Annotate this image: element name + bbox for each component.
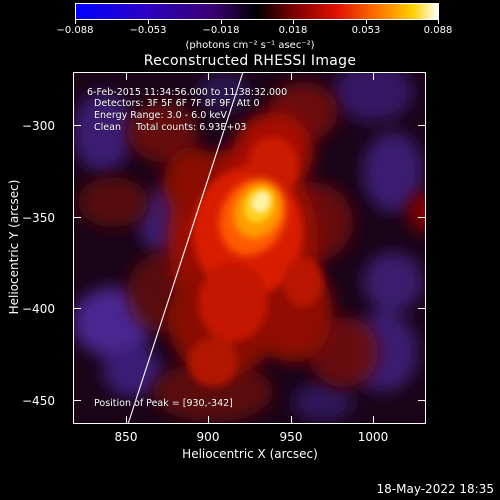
info-clean-counts: Clean Total counts: 6.93E+03 [94, 122, 247, 133]
x-tick-label: 900 [196, 430, 220, 444]
rhessi-image [73, 72, 426, 424]
colorbar-tick-label: −0.018 [202, 25, 240, 36]
info-energy-range: Energy Range: 3.0 - 6.0 keV [94, 110, 227, 121]
y-tick-label: −350 [22, 211, 55, 225]
y-tick-label: −300 [22, 119, 55, 133]
solar-limb-line [127, 72, 244, 424]
colorbar-tick-label: 0.088 [423, 25, 453, 36]
info-peak-position: Position of Peak = [930,-342] [94, 398, 233, 409]
plot-title: Reconstructed RHESSI Image [143, 53, 357, 69]
colorbar-units: (photons cm⁻² s⁻¹ asec⁻²) [185, 40, 315, 51]
colorbar [75, 3, 439, 20]
colorbar-tick-label: −0.053 [129, 25, 167, 36]
info-detectors: Detectors: 3F 5F 6F 7F 8F 9F, Att 0 [94, 98, 260, 109]
x-tick-label: 850 [114, 430, 138, 444]
x-tick-label: 950 [279, 430, 303, 444]
y-axis-title: Heliocentric Y (arcsec) [7, 179, 21, 315]
colorbar-tick-label: −0.088 [56, 25, 94, 36]
rhessi-image-svg [73, 72, 426, 424]
x-tick-label: 1000 [357, 430, 389, 444]
colorbar-gradient [76, 4, 438, 19]
colorbar-tick-label: 0.018 [278, 25, 308, 36]
footer-timestamp: 18-May-2022 18:35 [376, 482, 494, 496]
y-tick-label: −400 [22, 302, 55, 316]
colorbar-tick-label: 0.053 [351, 25, 381, 36]
info-time-range: 6-Feb-2015 11:34:56.000 to 11:38:32.000 [87, 87, 288, 98]
x-axis-title: Heliocentric X (arcsec) [182, 447, 318, 461]
y-tick-label: −450 [22, 394, 55, 408]
